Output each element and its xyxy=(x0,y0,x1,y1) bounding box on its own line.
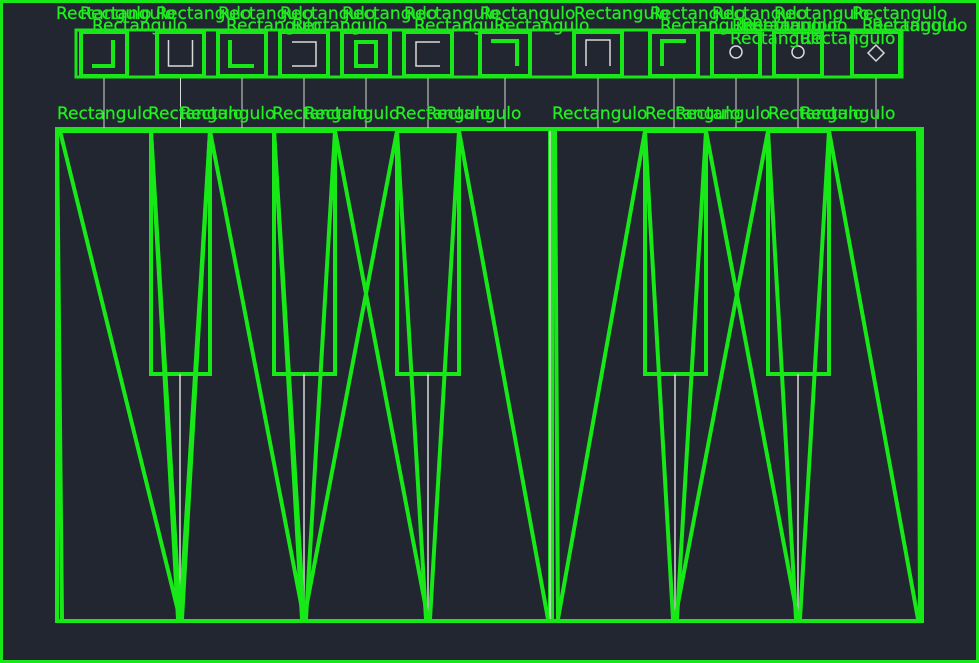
square-bold-icon-box[interactable] xyxy=(340,30,392,78)
edge-triangle-left-a xyxy=(57,129,182,620)
edge-line-6 xyxy=(553,130,560,620)
bracket-right-icon[interactable] xyxy=(278,30,330,128)
corner-top-right-icon[interactable] xyxy=(478,30,532,128)
corner-top-left-icon[interactable] xyxy=(648,30,700,128)
top-label-4: Rectangulo xyxy=(218,4,313,24)
mid-label-5: Rectangulo xyxy=(304,104,399,124)
top-label-overlap-11: Rectangulo xyxy=(872,16,967,36)
corner-top-left-icon-glyph xyxy=(661,40,686,66)
top-label-overlap-8: Rectangulo xyxy=(742,16,837,36)
top-label-overlap-b: Rectangulo xyxy=(800,29,895,49)
corner-top-left-icon-box[interactable] xyxy=(648,30,700,78)
gear-medium-icon[interactable] xyxy=(772,30,824,128)
bracket-right-icon-box[interactable] xyxy=(278,30,330,78)
mid-label-7: Rectangulo xyxy=(426,104,521,124)
gear-small-icon-glyph xyxy=(729,45,743,59)
top-label-8: Rectangulo xyxy=(480,4,575,24)
top-label-1: Rectangulo xyxy=(56,4,151,24)
corner-bottom-left-icon[interactable] xyxy=(216,30,268,128)
bracket-left-icon[interactable] xyxy=(402,30,454,128)
bracket-left-icon-box[interactable] xyxy=(402,30,454,78)
edge-line-2 xyxy=(333,130,430,620)
mid-label-10: Rectangulo xyxy=(675,104,770,124)
edge-line-3 xyxy=(302,130,399,620)
corner-bottom-right-icon[interactable] xyxy=(79,30,129,128)
diamond-gear-icon-box[interactable] xyxy=(850,30,902,78)
top-label-12: Rectangulo xyxy=(774,4,869,24)
right-panel[interactable] xyxy=(550,127,924,623)
mid-label-1: Rectangulo xyxy=(57,104,152,124)
top-label-2: Rectangulo xyxy=(80,4,175,24)
top-label-13: Rectangulo xyxy=(852,4,947,24)
edge-triangle-left-b xyxy=(207,129,306,620)
top-label-overlap-a: Rectangulo xyxy=(730,29,825,49)
mid-label-12: Rectangulo xyxy=(800,104,895,124)
top-label-overlap-9: Rectangulo xyxy=(752,16,847,36)
top-label-7: Rectangulo xyxy=(404,4,499,24)
top-label-11: Rectangulo xyxy=(712,4,807,24)
blade-triangle-5[interactable] xyxy=(765,129,832,621)
edge-line-1 xyxy=(178,130,212,620)
n-shape-icon-glyph xyxy=(585,39,611,66)
edge-line-9 xyxy=(673,130,770,620)
corner-bottom-right-icon-glyph-highlight xyxy=(92,40,115,68)
mid-label-9: Rectangulo xyxy=(645,104,740,124)
square-bold-icon-glyph xyxy=(355,41,377,67)
diamond-gear-icon[interactable] xyxy=(850,30,902,128)
mid-label-6: Rectangulo xyxy=(395,104,490,124)
edge-line-10 xyxy=(827,130,920,620)
edge-line-5 xyxy=(55,130,64,620)
top-label-overlap-3: Rectangulo xyxy=(292,16,387,36)
corner-bottom-right-icon-box[interactable] xyxy=(79,30,129,78)
diamond-gear-icon-glyph xyxy=(866,43,886,63)
blade-triangle-3[interactable] xyxy=(394,129,462,621)
gear-small-icon[interactable] xyxy=(710,30,762,128)
gear-medium-icon-glyph xyxy=(791,45,805,59)
edge-line-4 xyxy=(457,130,550,620)
mid-label-4: Rectangulo xyxy=(272,104,367,124)
top-label-overlap-5: Rectangulo xyxy=(494,16,589,36)
gear-small-icon-box[interactable] xyxy=(710,30,762,78)
corner-top-left-icon-glyph-highlight xyxy=(660,39,686,66)
edge-line-7 xyxy=(556,130,647,620)
top-label-overlap-2: Rectangulo xyxy=(226,16,321,36)
top-label-overlap-10: Rectangulo xyxy=(862,16,957,36)
u-shape-icon-glyph xyxy=(167,40,194,67)
bracket-left-icon-glyph xyxy=(415,41,440,67)
n-shape-icon-box[interactable] xyxy=(572,30,624,78)
top-label-5: Rectangulo xyxy=(280,4,375,24)
n-shape-icon[interactable] xyxy=(572,30,624,128)
top-label-6: Rectangulo xyxy=(342,4,437,24)
u-shape-icon-box[interactable] xyxy=(155,30,206,78)
mid-label-11: Rectangulo xyxy=(768,104,863,124)
top-label-9: Rectangulo xyxy=(574,4,669,24)
top-label-overlap-1: Rectangulo xyxy=(92,16,187,36)
corner-bottom-left-icon-glyph-highlight xyxy=(228,40,254,68)
mid-label-2: Rectangulo xyxy=(148,104,243,124)
corner-bottom-left-icon-glyph xyxy=(229,40,254,67)
u-shape-icon[interactable] xyxy=(155,30,206,128)
corner-top-right-icon-box[interactable] xyxy=(478,30,532,78)
top-label-overlap-6: Rectangulo xyxy=(660,16,755,36)
top-label-overlap-4: Rectangulo xyxy=(414,16,509,36)
corner-bottom-left-icon-box[interactable] xyxy=(216,30,268,78)
blade-rect-3[interactable] xyxy=(395,129,461,376)
corner-top-right-icon-glyph xyxy=(491,40,518,66)
mid-label-3: Rectangulo xyxy=(180,104,275,124)
square-bold-icon-glyph-highlight xyxy=(354,40,378,68)
top-label-3: Rectangulo xyxy=(156,4,251,24)
corner-top-right-icon-glyph-highlight xyxy=(491,39,519,66)
mid-label-8: Rectangulo xyxy=(552,104,647,124)
corner-bottom-right-icon-glyph xyxy=(92,40,114,67)
edge-line-11 xyxy=(916,130,922,620)
gear-medium-icon-box[interactable] xyxy=(772,30,824,78)
top-label-overlap-7: Rectangulo xyxy=(732,16,827,36)
square-bold-icon[interactable] xyxy=(340,30,392,128)
bracket-right-icon-glyph xyxy=(292,41,317,67)
top-label-10: Rectangulo xyxy=(650,4,745,24)
edge-line-8 xyxy=(704,130,800,620)
